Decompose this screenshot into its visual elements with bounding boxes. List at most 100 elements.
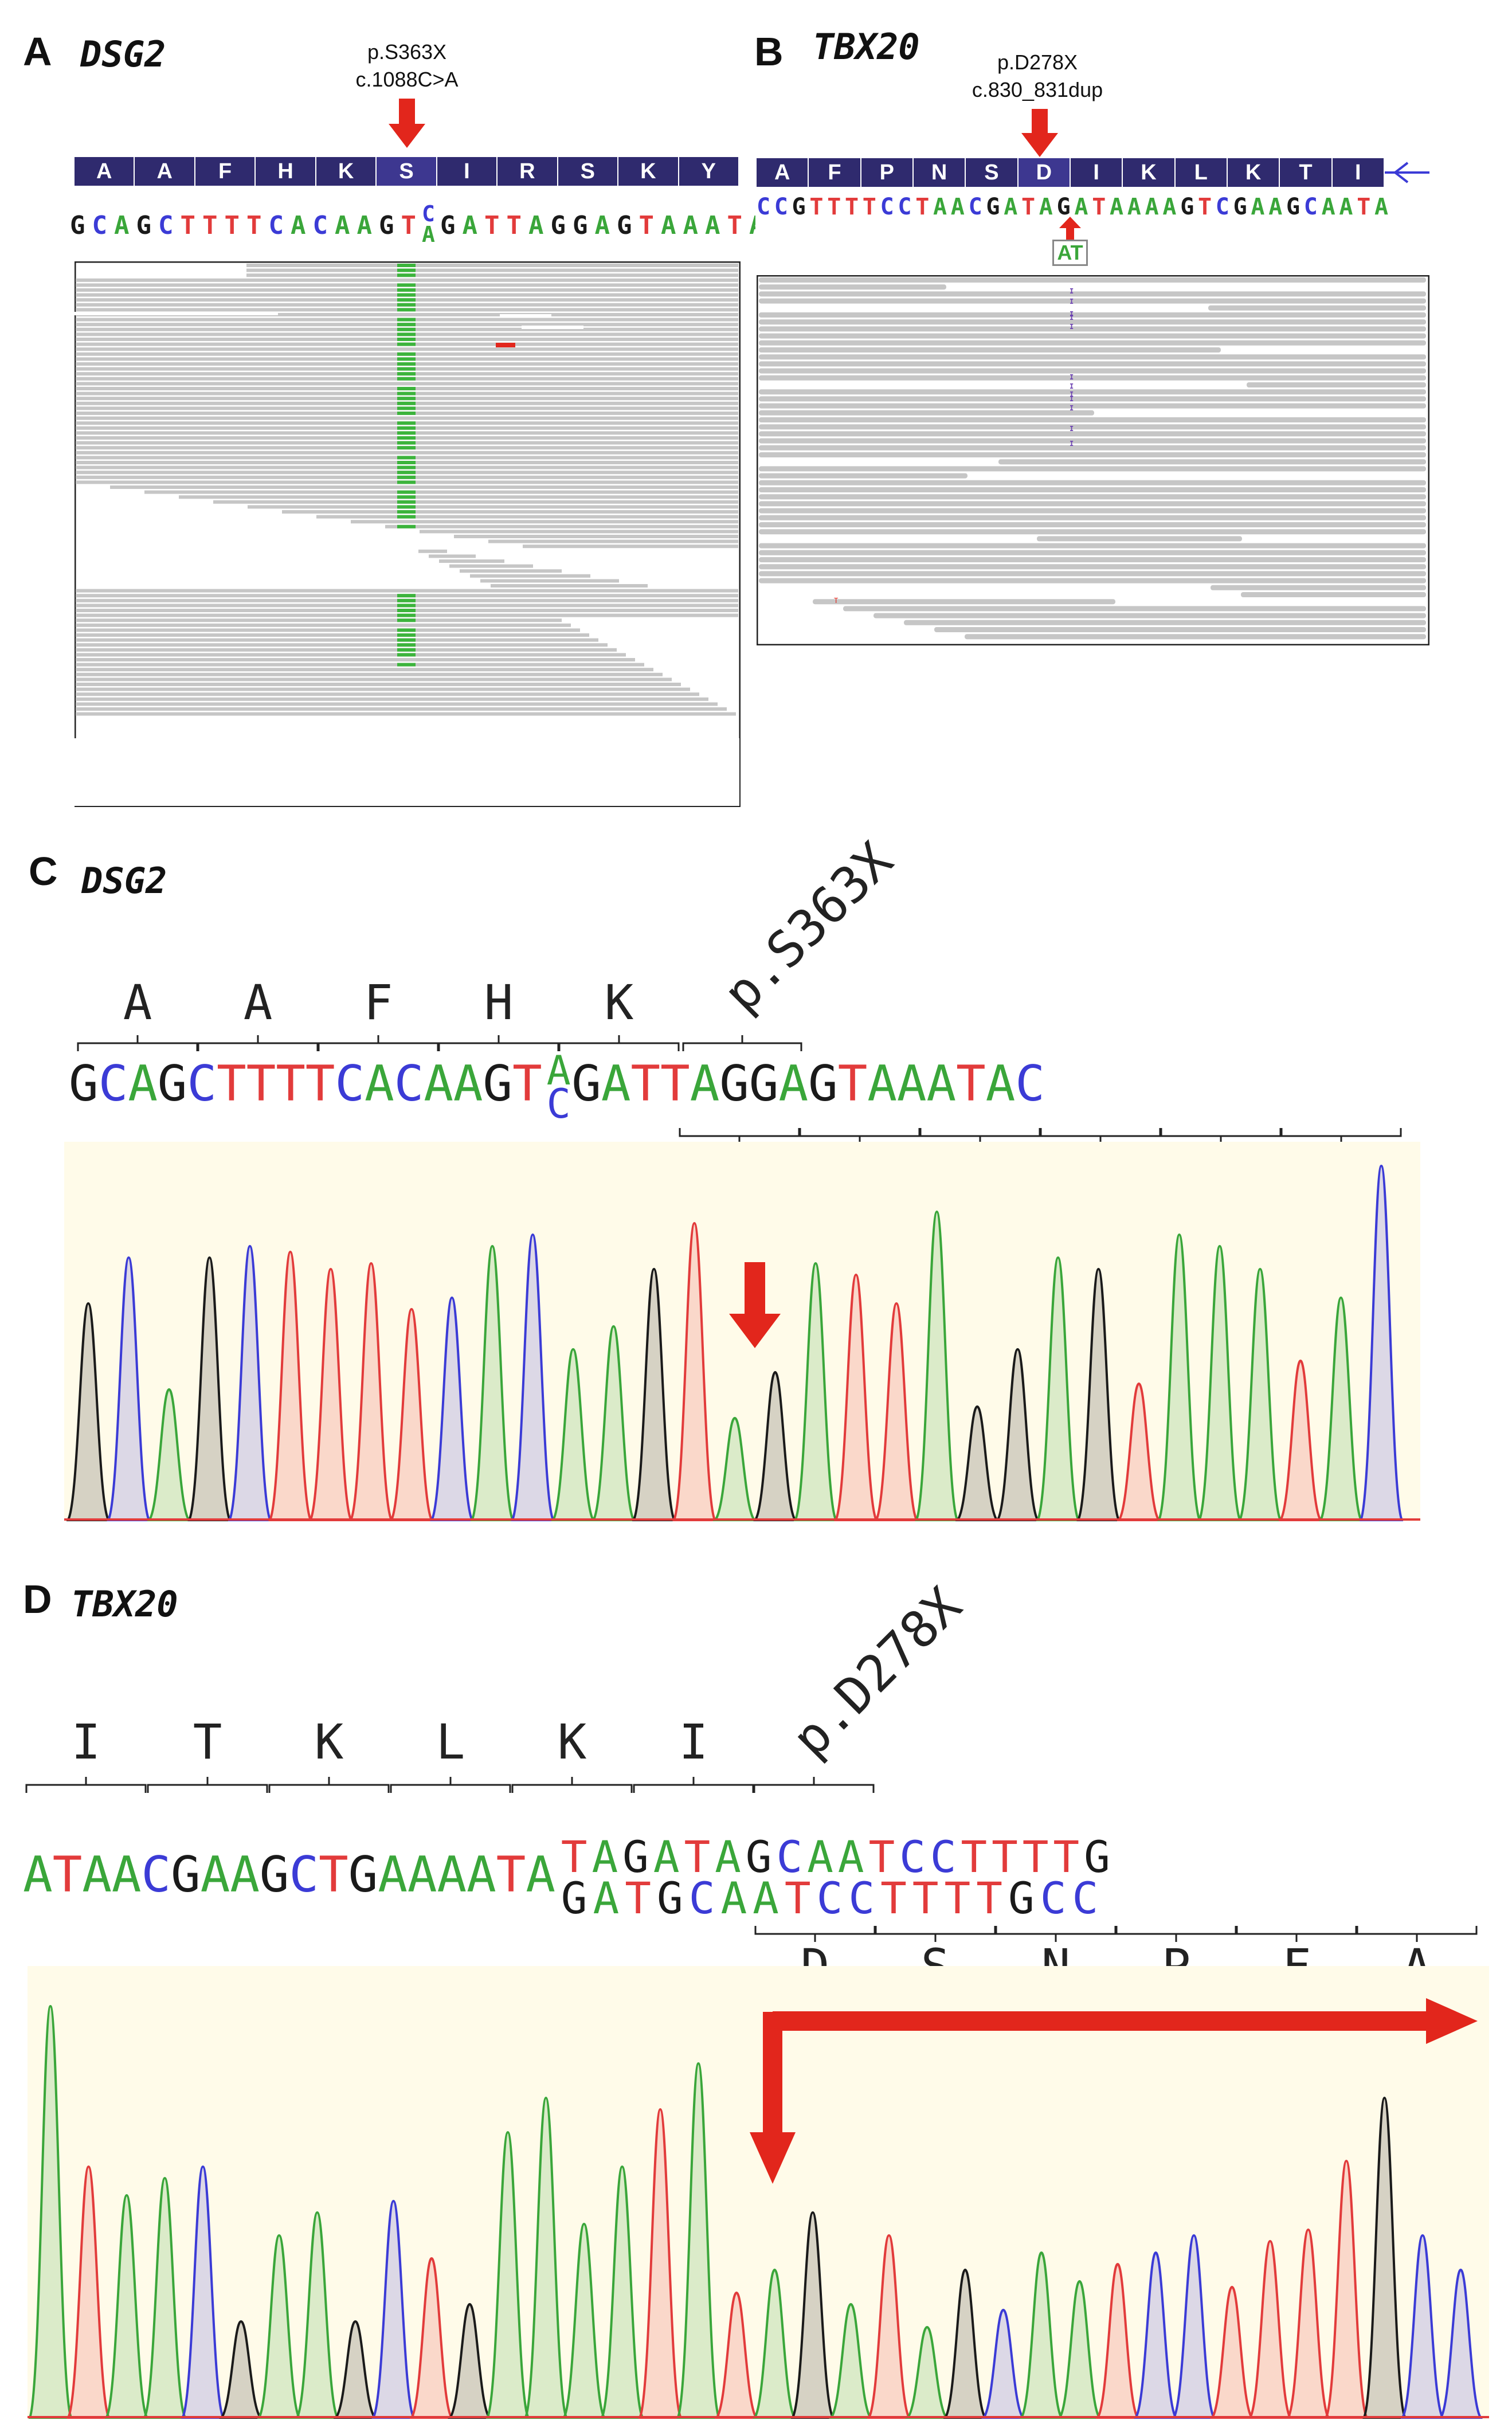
trace-peak bbox=[866, 2234, 912, 2419]
dna-base: T bbox=[838, 1055, 868, 1113]
aa-cell: K bbox=[1228, 158, 1280, 187]
variant-base-mark bbox=[397, 323, 416, 327]
lower-strand-base: A bbox=[720, 1873, 747, 1924]
insertion-mark: I bbox=[1070, 297, 1074, 306]
trace-peak bbox=[218, 2320, 264, 2419]
read-bar bbox=[759, 501, 1426, 507]
trace-peak bbox=[186, 1256, 233, 1521]
dna-base: T bbox=[246, 1055, 276, 1113]
variant-label: p.S363X bbox=[712, 831, 904, 1023]
read-bar bbox=[759, 312, 1426, 318]
dna-base: T bbox=[809, 194, 823, 220]
read-bar bbox=[76, 278, 738, 282]
trace-peak bbox=[1285, 2228, 1331, 2419]
trace-peak bbox=[146, 1388, 192, 1521]
trace-peak bbox=[65, 1302, 111, 1521]
dna-base: A bbox=[1268, 194, 1282, 220]
read-bar bbox=[213, 500, 738, 504]
dna-base: C bbox=[92, 211, 108, 240]
dna-base: A bbox=[1162, 194, 1176, 220]
read-bar bbox=[385, 524, 738, 528]
aa-cell: I bbox=[1071, 158, 1123, 187]
trace-peak bbox=[942, 2268, 988, 2419]
upper-strand-base: T bbox=[561, 1831, 587, 1882]
read-bar bbox=[1247, 382, 1426, 387]
trace-peak bbox=[590, 1325, 637, 1521]
dna-base: A bbox=[528, 211, 544, 240]
trace-peak bbox=[914, 1210, 960, 1521]
read-bar bbox=[904, 620, 1426, 625]
variant-alt-base: A bbox=[547, 1047, 571, 1094]
variant-base-mark bbox=[397, 490, 416, 494]
dna-base: A bbox=[335, 211, 350, 240]
read-bar bbox=[76, 672, 663, 676]
variant-base-mark bbox=[397, 412, 416, 415]
dna-base: C bbox=[880, 194, 894, 220]
variant-base-mark bbox=[397, 465, 416, 469]
trace-peak bbox=[1035, 1256, 1081, 1521]
mismatch-mark: T bbox=[834, 597, 838, 605]
trace-peak bbox=[1438, 2268, 1483, 2419]
dna-base: A bbox=[867, 1055, 897, 1113]
read-bar bbox=[76, 697, 708, 701]
dna-base: A bbox=[437, 1846, 467, 1904]
aa-cell: D bbox=[1018, 158, 1071, 187]
read-bar bbox=[759, 340, 1426, 346]
panel-c-gene: DSG2 bbox=[81, 860, 167, 902]
read-bar bbox=[144, 490, 738, 494]
variant-base-mark bbox=[397, 510, 416, 514]
trace-peak bbox=[409, 2257, 455, 2419]
variant-label: p.D278X bbox=[781, 1576, 973, 1768]
read-bar bbox=[759, 445, 1426, 451]
dna-base: T bbox=[484, 211, 500, 240]
trace-peak bbox=[447, 2302, 492, 2419]
aa-cell: P bbox=[861, 158, 914, 187]
dna-base: C bbox=[141, 1846, 171, 1904]
chromatogram-bg bbox=[28, 1966, 1489, 2419]
read-bar bbox=[76, 643, 608, 647]
dna-base: A bbox=[690, 1055, 720, 1113]
dna-base: A bbox=[1339, 194, 1353, 220]
trace-peak bbox=[370, 2199, 417, 2419]
read-bar bbox=[76, 712, 736, 716]
read-bar bbox=[76, 668, 653, 672]
strand-direction-icon bbox=[1385, 162, 1429, 183]
read-bar bbox=[759, 487, 1426, 492]
read-bar bbox=[246, 264, 738, 267]
read-bar bbox=[759, 564, 1426, 570]
trace-peak bbox=[1318, 1296, 1364, 1521]
red-arrow-down-icon bbox=[729, 1262, 781, 1348]
variant-base-mark bbox=[397, 332, 416, 336]
read-bar bbox=[76, 623, 571, 627]
dna-base: C bbox=[1304, 194, 1318, 220]
aa-letter: L bbox=[436, 1714, 465, 1770]
trace-peak bbox=[599, 2165, 645, 2419]
read-bar bbox=[491, 584, 648, 588]
trace-peak bbox=[267, 1250, 314, 1521]
panel-a-gene: DSG2 bbox=[80, 33, 166, 75]
variant-base-mark bbox=[397, 515, 416, 519]
dna-base: G bbox=[749, 1055, 779, 1113]
insertion-mark: I bbox=[1070, 395, 1074, 403]
variant-base-mark bbox=[397, 480, 416, 484]
dna-base: A bbox=[986, 1055, 1016, 1113]
dna-base: T bbox=[202, 211, 218, 240]
trace-peak bbox=[753, 1370, 798, 1521]
trace-peak bbox=[105, 1256, 152, 1521]
dna-base: T bbox=[507, 211, 522, 240]
dna-base: G bbox=[440, 211, 456, 240]
read-bar bbox=[843, 606, 1426, 612]
read-bar bbox=[759, 368, 1426, 374]
aa-letter: F bbox=[364, 974, 393, 1031]
dna-base: A bbox=[463, 211, 478, 240]
dna-base: C bbox=[335, 1055, 365, 1113]
panel-d-gene: TBX20 bbox=[71, 1583, 178, 1625]
aa-letter: K bbox=[558, 1714, 587, 1770]
read-bar bbox=[759, 578, 1426, 583]
read-bar bbox=[76, 658, 635, 661]
upper-strand-base: G bbox=[622, 1831, 649, 1882]
dna-base: C bbox=[269, 211, 284, 240]
panel-b-protein-change: p.D278X bbox=[997, 50, 1078, 74]
variant-base-mark bbox=[397, 387, 416, 390]
